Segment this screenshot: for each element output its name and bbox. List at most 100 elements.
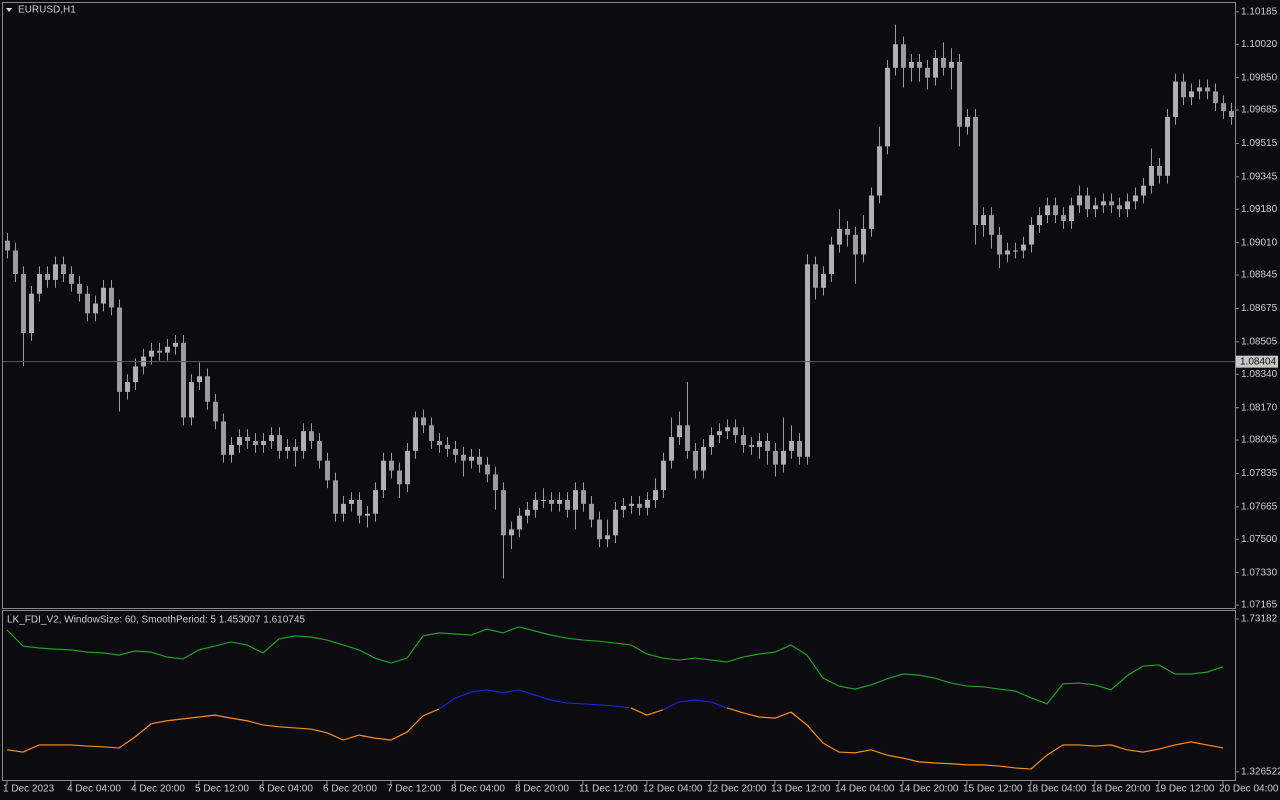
candle-body [1029, 224, 1034, 245]
candle-body [1077, 195, 1082, 206]
y-tick-label: 1.09180 [1241, 204, 1278, 215]
candle-body [941, 58, 946, 68]
candle-body [637, 503, 642, 508]
candle-body [413, 417, 418, 451]
candle-body [917, 61, 922, 68]
candle-body [597, 519, 602, 540]
y-tick-label: 1.73182 [1241, 614, 1278, 625]
candle-body [845, 228, 850, 235]
candle-body [453, 448, 458, 455]
candle-body [157, 350, 162, 353]
candle-body [613, 509, 618, 536]
candle-body [741, 435, 746, 445]
candle-body [1093, 205, 1098, 210]
candle-body [677, 425, 682, 438]
candle-body [213, 401, 218, 422]
y-tick-label: 1.09345 [1241, 171, 1278, 182]
candle-body [749, 444, 754, 447]
indicator-title: LK_FDI_V2, WindowSize: 60, SmoothPeriod:… [7, 615, 305, 626]
candle-body [549, 499, 554, 504]
x-tick-label: 6 Dec 04:00 [259, 784, 313, 795]
candle-body [21, 274, 26, 333]
candle-body [893, 44, 898, 68]
candle-body [253, 441, 258, 445]
x-tick-label: 19 Dec 12:00 [1155, 784, 1215, 795]
candle-body [877, 146, 882, 196]
x-tick-label: 18 Dec 20:00 [1091, 784, 1151, 795]
candle-body [965, 116, 970, 127]
candle-body [205, 376, 210, 402]
x-tick-label: 11 Dec 12:00 [579, 784, 638, 795]
candle-body [1125, 201, 1130, 210]
candle-body [77, 283, 82, 294]
candle-body [61, 264, 66, 275]
candle-body [685, 425, 690, 451]
candle-body [221, 421, 226, 455]
y-tick-label: 1.09010 [1241, 237, 1278, 248]
candle-body [933, 58, 938, 78]
candle-body [805, 264, 810, 457]
candle-body [653, 490, 658, 500]
candle-body [493, 474, 498, 491]
candle-body [173, 342, 178, 347]
candle-body [1069, 205, 1074, 222]
candle-body [29, 293, 34, 333]
y-tick-label: 1.08675 [1241, 303, 1278, 314]
candle-body [317, 441, 322, 461]
y-tick-label: 1.07835 [1241, 468, 1278, 479]
candle-body [261, 441, 266, 445]
x-tick-label: 15 Dec 12:00 [963, 784, 1023, 795]
candle-body [1021, 244, 1026, 251]
candle-body [1109, 201, 1114, 206]
candle-body [861, 228, 866, 255]
y-tick-label: 1.09515 [1241, 138, 1278, 149]
main-panel-frame [2, 2, 1236, 609]
candle-body [501, 490, 506, 536]
x-tick-label: 8 Dec 20:00 [515, 784, 569, 795]
candle-body [1221, 103, 1226, 112]
candle-body [485, 464, 490, 475]
x-tick-label: 20 Dec 04:00 [1219, 784, 1279, 795]
x-tick-label: 8 Dec 04:00 [451, 784, 505, 795]
candle-body [1149, 166, 1154, 186]
candle-body [533, 499, 538, 510]
candle-body [781, 450, 786, 465]
x-tick-label: 4 Dec 04:00 [67, 784, 121, 795]
x-tick-label: 13 Dec 12:00 [771, 784, 831, 795]
x-tick-label: 18 Dec 04:00 [1027, 784, 1087, 795]
candle-body [309, 431, 314, 442]
symbol-menu-icon[interactable] [6, 8, 12, 12]
candle-body [621, 505, 626, 510]
candle-body [13, 250, 18, 275]
candle-body [197, 376, 202, 383]
candle-body [469, 456, 474, 461]
candle-body [93, 303, 98, 314]
candle-body [1037, 215, 1042, 225]
y-tick-label: 1.326522 [1241, 767, 1280, 778]
candle-body [565, 499, 570, 510]
candle-body [853, 234, 858, 255]
indicator-line [6, 707, 1224, 770]
indicator-line [438, 689, 728, 711]
candle-body [645, 499, 650, 508]
candle-body [325, 460, 330, 481]
candle-body [989, 215, 994, 235]
last-price-label: 1.08404 [1240, 356, 1277, 367]
candle-body [1157, 166, 1162, 176]
candle-body [765, 441, 770, 451]
candle-body [1085, 195, 1090, 210]
last-price-box [1236, 355, 1278, 368]
candle-body [461, 454, 466, 461]
candle-body [541, 499, 546, 501]
candle-body [573, 490, 578, 510]
candle-body [1013, 250, 1018, 252]
candle-body [693, 450, 698, 471]
candle-body [1133, 195, 1138, 202]
candle-body [829, 244, 834, 275]
y-tick-label: 1.07165 [1241, 600, 1278, 611]
candle-body [37, 274, 42, 294]
candle-body [389, 460, 394, 471]
candle-body [341, 503, 346, 514]
